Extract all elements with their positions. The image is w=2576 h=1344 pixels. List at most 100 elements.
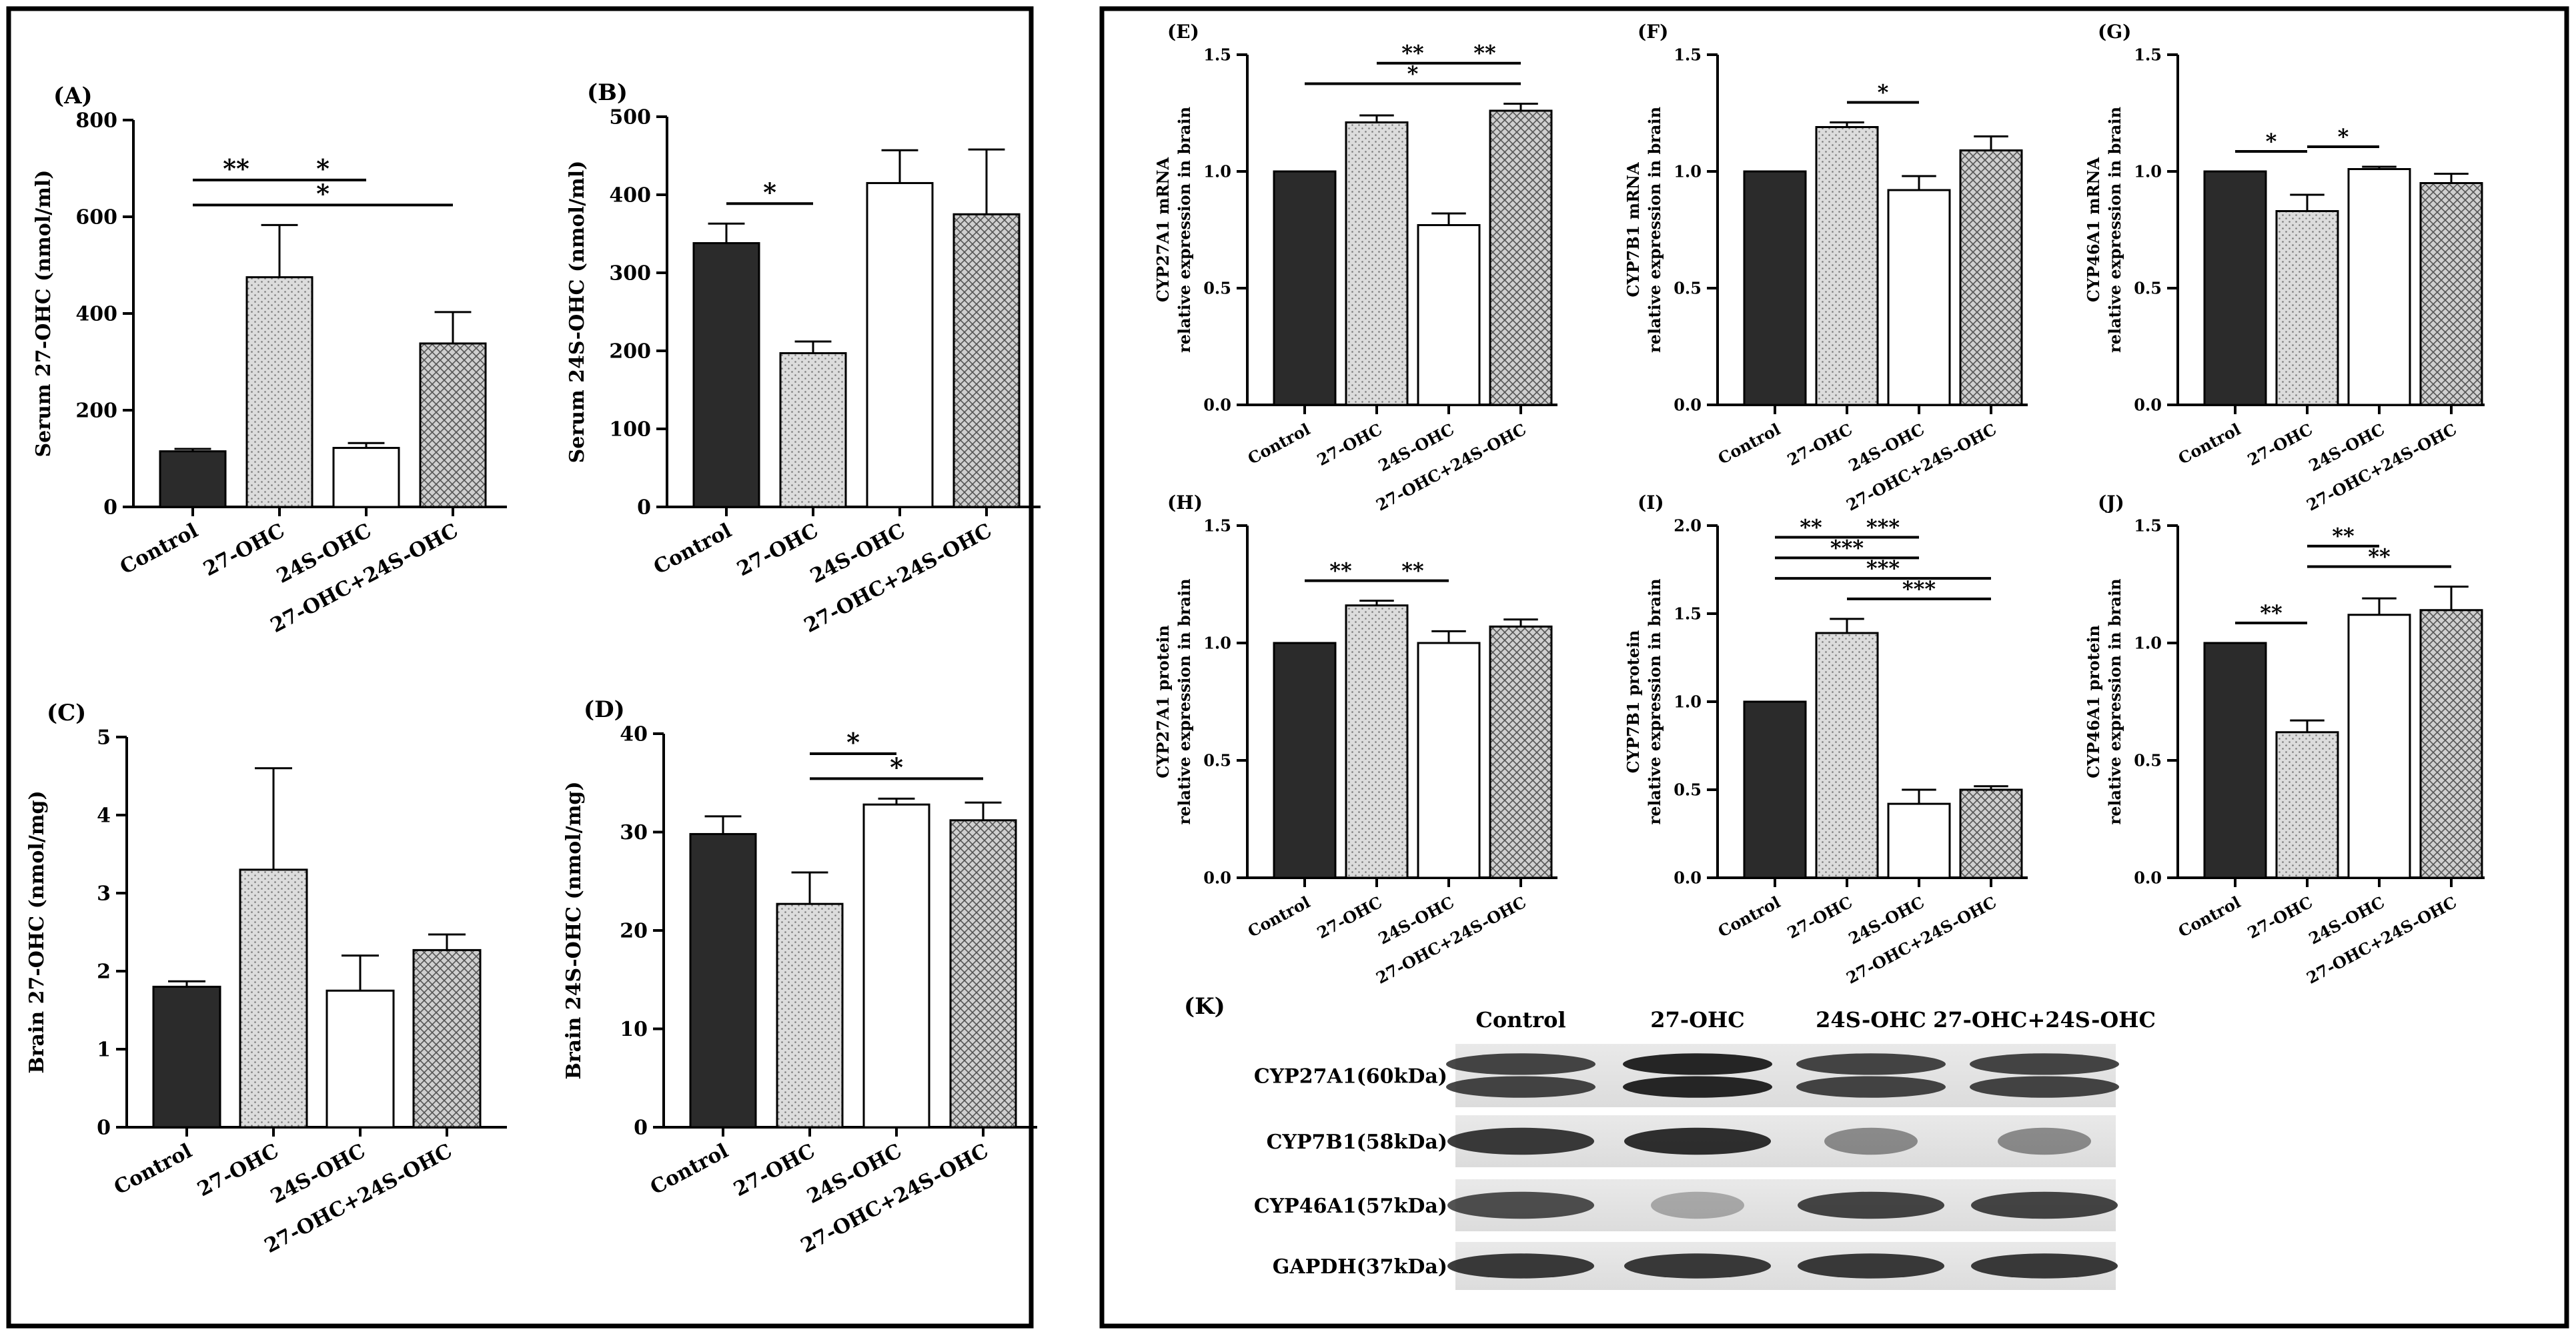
y-tick-label: 1 (97, 1039, 111, 1062)
significance-label: ** (1401, 558, 1424, 584)
western-blot-panel: (K) Control 27-OHC 24S-OHC 27-OHC+24S-OHC CYP… (1184, 993, 2156, 1290)
y-tick-label: 0.0 (2134, 868, 2162, 887)
x-tick-label: 27-OHC (2244, 892, 2316, 942)
y-tick-label: 0.5 (1674, 780, 1702, 799)
bar-27-ohc (2275, 731, 2339, 879)
significance-label: * (316, 153, 330, 183)
bar-control (152, 985, 221, 1129)
panel-label-d: (D) (584, 696, 625, 723)
chart-d: (D) 0 10 20 30 40 Brain 24S-OHC (nmol/mg) Contr… (562, 696, 1037, 1258)
y-axis-label: relative expression in brain (2105, 107, 2124, 353)
chart-i: (I) 0.0 0.5 1.0 1.5 2.0 CYP7B1 protein relative… (1624, 492, 2028, 988)
significance-label: ** (1473, 41, 1496, 66)
y-tick-label: 100 (609, 418, 651, 442)
blot-band (1970, 1053, 2119, 1075)
y-tick-label: 1.0 (1674, 692, 1702, 711)
panel-label-h: (H) (1167, 492, 1203, 514)
x-tick-label: Control (110, 1139, 195, 1199)
lane-label: 24S-OHC (1816, 1007, 1926, 1033)
bar-combo (419, 342, 487, 508)
left-panel-frame (6, 6, 1034, 1329)
bar-combo (1959, 149, 2023, 406)
lane-label: 27-OHC (1650, 1007, 1744, 1033)
bar-control (1273, 170, 1337, 406)
y-axis-label: CYP27A1 protein (1153, 625, 1173, 778)
y-tick-label: 0.5 (1203, 750, 1231, 770)
lane-label: 27-OHC+24S-OHC (1933, 1007, 2156, 1033)
y-tick-label: 1.5 (1203, 45, 1231, 64)
bar-24s-ohc (1887, 802, 1951, 879)
blot-row-label: GAPDH(37kDa) (1273, 1255, 1447, 1279)
blot-band (1971, 1191, 2118, 1219)
y-axis-label: relative expression in brain (2105, 578, 2124, 824)
bar-combo (952, 213, 1021, 508)
bar-control (1743, 700, 1807, 879)
bar-combo (2419, 609, 2483, 879)
y-tick-label: 1.0 (2134, 161, 2162, 181)
y-tick-label: 0.5 (2134, 750, 2162, 770)
bar-combo (1489, 109, 1553, 406)
bar-24s-ohc (1887, 189, 1951, 406)
significance-label: ** (1800, 515, 1822, 540)
y-tick-label: 0.0 (1203, 395, 1231, 414)
y-tick-label: 0 (103, 496, 117, 520)
bar-control (2203, 170, 2267, 406)
y-tick-label: 2 (97, 960, 111, 984)
y-tick-label: 10 (620, 1018, 648, 1041)
y-axis-label: CYP46A1 protein (2084, 625, 2103, 778)
chart-g: (G) 0.0 0.5 1.0 1.5 CYP46A1 mRNA relative expr… (2084, 21, 2485, 515)
x-tick-label: Control (646, 1139, 732, 1199)
bar-24s-ohc (1417, 224, 1481, 406)
bar-24s-ohc (332, 447, 400, 508)
y-axis-label: relative expression in brain (1175, 578, 1194, 824)
y-tick-label: 1.0 (1203, 161, 1231, 181)
significance-label: * (1878, 80, 1889, 105)
bar-24s-ohc (1417, 642, 1481, 879)
bar-27-ohc (776, 902, 844, 1129)
blot-row-label: CYP46A1(57kDa) (1254, 1195, 1447, 1218)
y-tick-label: 1.0 (1203, 633, 1231, 652)
y-tick-label: 0.0 (1674, 868, 1702, 887)
significance-label: ** (223, 153, 249, 183)
y-tick-label: 400 (609, 184, 651, 207)
y-tick-label: 0 (97, 1117, 111, 1140)
bar-24s-ohc (866, 181, 934, 508)
blot-strip (1455, 1044, 2116, 1107)
bar-control (1743, 170, 1807, 406)
chart-j: (J) 0.0 0.5 1.0 1.5 CYP46A1 protein relative e… (2084, 492, 2485, 988)
y-axis-label: relative expression in brain (1645, 107, 1664, 353)
x-tick-label: Control (1245, 420, 1313, 468)
y-tick-label: 30 (620, 821, 648, 844)
y-tick-label: 1.5 (2134, 516, 2162, 535)
chart-b: (B) 0 100 200 300 400 500 Serum 24S-OHC (nmol/m… (566, 79, 1041, 638)
y-tick-label: 0.0 (1203, 868, 1231, 887)
panel-label-b: (B) (587, 79, 628, 106)
bar-27-ohc (245, 276, 313, 508)
y-axis-label: relative expression in brain (1175, 107, 1194, 353)
y-tick-label: 800 (75, 109, 117, 133)
blot-band (1970, 1076, 2119, 1098)
y-tick-label: 200 (75, 400, 117, 423)
blot-band (1798, 1191, 1944, 1219)
y-tick-label: 40 (620, 723, 648, 746)
panel-label-k: (K) (1184, 993, 1225, 1020)
blot-band (1446, 1053, 1595, 1075)
y-axis-label: Brain 27-OHC (nmol/mg) (25, 790, 49, 1073)
blot-band (1796, 1076, 1946, 1098)
significance-label: *** (1830, 535, 1864, 560)
y-tick-label: 0.5 (1203, 278, 1231, 297)
significance-label: ** (2260, 600, 2283, 626)
significance-label: * (846, 727, 860, 757)
blot-band (1447, 1253, 1594, 1279)
y-tick-label: 1.5 (2134, 45, 2162, 64)
x-tick-label: Control (2175, 420, 2244, 468)
bar-24s-ohc (2347, 614, 2411, 879)
significance-label: *** (1866, 556, 1900, 581)
blot-band (1446, 1076, 1595, 1098)
y-tick-label: 300 (609, 262, 651, 285)
x-tick-label: 27-OHC (1784, 420, 1856, 470)
x-tick-label: 27-OHC (1314, 892, 1385, 942)
blot-band (1447, 1191, 1594, 1219)
y-tick-label: 1.5 (1674, 45, 1702, 64)
